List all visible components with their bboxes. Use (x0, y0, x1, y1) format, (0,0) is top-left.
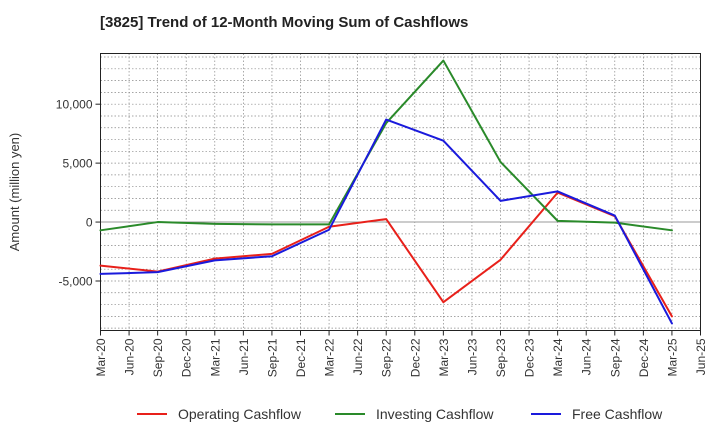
y-axis-label: Amount (million yen) (7, 133, 22, 252)
x-tick-label: Jun-25 (694, 338, 708, 375)
x-axis-ticks: Mar-20 Jun-20 Sep-20 Dec-20 Mar-21 Jun-21 Sep-… (94, 330, 708, 377)
series-layer (99, 59, 673, 325)
x-tick-label: Sep-20 (151, 338, 165, 377)
x-tick-label: Sep-21 (265, 338, 279, 377)
series-line-free-cashflow (99, 118, 673, 325)
x-tick-label: Dec-24 (637, 338, 651, 377)
x-tick-label: Mar-21 (208, 338, 222, 376)
plot-area (100, 53, 701, 331)
x-tick-label: Jun-21 (237, 338, 251, 375)
x-tick-label: Sep-23 (494, 338, 508, 377)
legend-label-operating-cashflow: Operating Cashflow (178, 406, 302, 422)
y-tick-label: 0 (86, 216, 93, 230)
x-tick-label: Jun-20 (123, 338, 137, 375)
legend-label-investing-cashflow: Investing Cashflow (376, 406, 494, 422)
x-tick-label: Dec-22 (408, 338, 422, 377)
x-tick-label: Jun-23 (465, 338, 479, 375)
y-tick-label: -5,000 (58, 274, 92, 288)
legend: Operating Cashflow Investing Cashflow Free… (137, 406, 663, 422)
x-tick-label: Dec-21 (294, 338, 308, 377)
legend-label-free-cashflow: Free Cashflow (572, 406, 663, 422)
x-tick-label: Sep-24 (608, 338, 622, 377)
x-tick-label: Jun-24 (580, 338, 594, 375)
x-tick-label: Sep-22 (380, 338, 394, 377)
series-line-investing-cashflow (99, 59, 673, 232)
x-tick-label: Jun-22 (351, 338, 365, 375)
plot-frame (100, 53, 701, 331)
chart-title: [3825] Trend of 12-Month Moving Sum of C… (100, 14, 469, 31)
x-tick-label: Mar-22 (323, 338, 337, 376)
x-tick-label: Dec-23 (523, 338, 537, 377)
x-tick-label: Dec-20 (180, 338, 194, 377)
x-tick-label: Mar-24 (551, 338, 565, 376)
y-tick-label: 5,000 (62, 157, 92, 171)
x-tick-label: Mar-23 (437, 338, 451, 376)
x-tick-label: Mar-20 (94, 338, 108, 376)
y-axis-ticks: -5,000 0 5,000 10,000 (56, 98, 101, 288)
x-tick-label: Mar-25 (665, 338, 679, 376)
y-tick-label: 10,000 (56, 98, 93, 112)
